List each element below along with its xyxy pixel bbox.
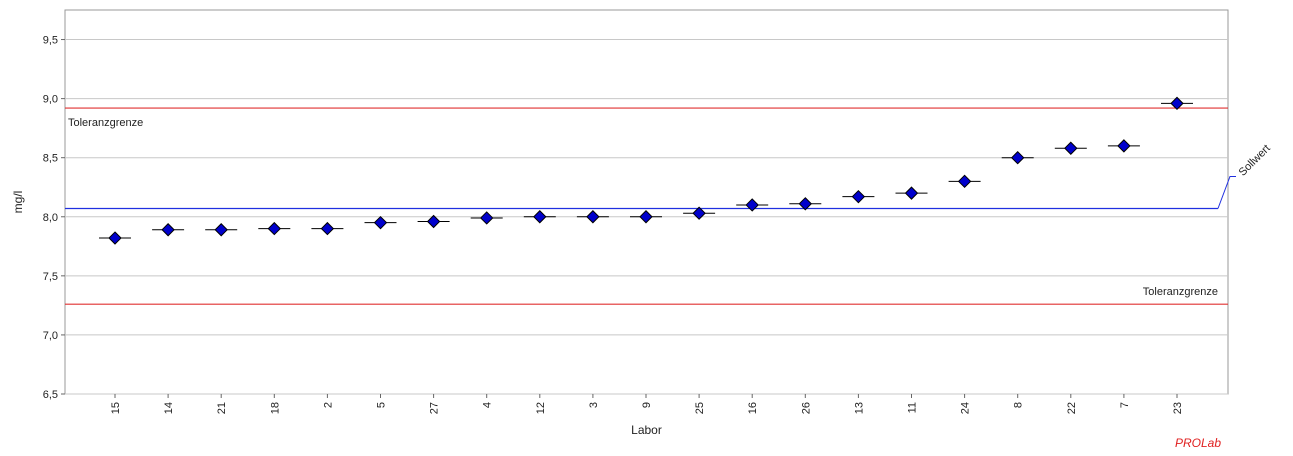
x-tick-label: 12	[535, 402, 547, 414]
target-label: Sollwert	[1237, 142, 1273, 178]
y-axis-title: mg/l	[11, 191, 25, 214]
data-point	[161, 223, 175, 237]
x-tick-label: 2	[322, 402, 334, 408]
y-tick-label: 9,0	[43, 94, 58, 106]
x-tick-label: 26	[800, 402, 812, 414]
data-point	[1117, 139, 1131, 153]
y-tick-label: 8,0	[43, 212, 58, 224]
x-tick-label: 5	[376, 402, 388, 408]
x-tick-label: 11	[907, 402, 919, 413]
data-point	[586, 210, 600, 224]
x-axis-title: Labor	[631, 423, 662, 437]
data-point	[639, 210, 653, 224]
x-tick-label: 7	[1119, 402, 1131, 408]
x-tick-label: 16	[747, 402, 759, 414]
plot-frame	[64, 9, 1229, 395]
data-point	[108, 231, 122, 245]
data-point	[479, 211, 494, 225]
data-point	[692, 206, 706, 220]
brand-label: PROLab	[1174, 436, 1221, 450]
data-point	[533, 210, 547, 224]
data-point	[1010, 150, 1025, 165]
x-tick-label: 3	[588, 402, 600, 408]
x-tick-label: 23	[1172, 402, 1184, 414]
data-point	[214, 223, 228, 237]
x-tick-label: 27	[429, 402, 441, 414]
x-tick-label: 8	[1013, 402, 1025, 408]
data-point	[745, 198, 759, 212]
y-tick-label: 6,5	[43, 389, 58, 401]
y-tick-label: 8,5	[43, 153, 58, 165]
x-tick-label: 21	[216, 402, 228, 414]
upper-tolerance-label: Toleranzgrenze	[68, 117, 143, 129]
x-tick-label: 9	[641, 402, 653, 408]
y-tick-label: 7,0	[43, 330, 58, 342]
data-point	[1064, 141, 1078, 155]
lower-tolerance-label: Toleranzgrenze	[1143, 286, 1218, 298]
data-point	[851, 189, 866, 204]
target-leader	[1217, 175, 1236, 209]
y-tick-label: 9,5	[43, 35, 58, 47]
data-point	[426, 214, 441, 229]
data-point	[320, 221, 335, 236]
x-tick-label: 15	[110, 402, 122, 414]
data-point	[904, 186, 919, 200]
x-tick-label: 14	[163, 402, 175, 414]
x-tick-label: 25	[694, 402, 706, 414]
x-tick-label: 18	[269, 402, 281, 414]
data-point	[957, 174, 972, 189]
data-point	[798, 197, 813, 211]
x-tick-label: 4	[482, 402, 494, 408]
x-tick-label: 13	[853, 402, 865, 414]
data-point	[267, 221, 282, 236]
x-tick-label: 24	[960, 402, 972, 414]
x-tick-label: 22	[1066, 402, 1078, 414]
data-point	[1170, 96, 1184, 111]
y-tick-label: 7,5	[43, 271, 58, 283]
data-point	[373, 215, 388, 230]
